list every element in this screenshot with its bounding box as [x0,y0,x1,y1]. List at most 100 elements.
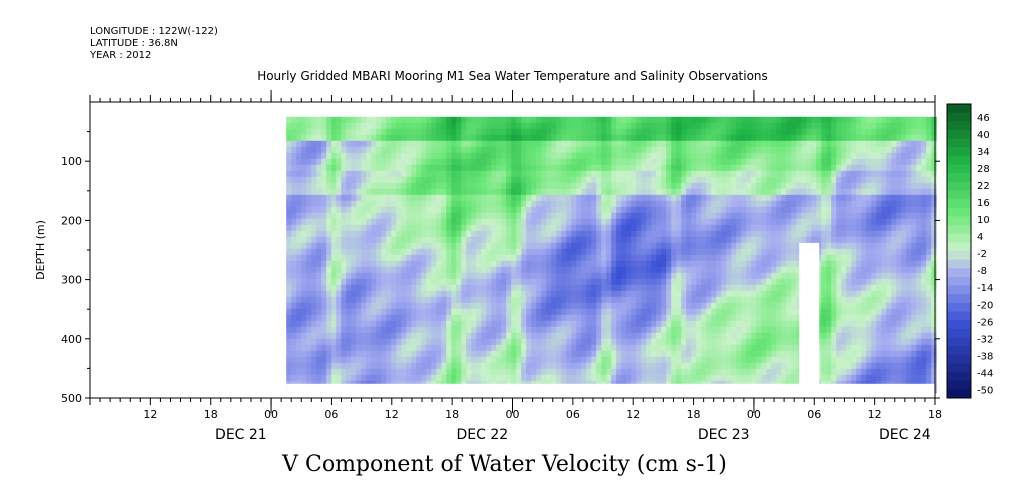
heatmap-cell [336,248,342,256]
heatmap-cell [376,356,382,364]
heatmap-cell [321,224,327,232]
heatmap-cell [531,212,537,220]
heatmap-cell [366,146,372,154]
heatmap-cell [431,374,437,382]
heatmap-cell [531,194,537,202]
heatmap-cell [686,356,692,364]
heatmap-cell [581,188,587,196]
heatmap-cell [331,206,337,214]
heatmap-cell [386,134,392,142]
heatmap-cell [716,212,722,220]
heatmap-cell [526,206,532,214]
heatmap-cell [626,230,632,238]
heatmap-cell [406,302,412,310]
heatmap-cell [326,206,332,214]
heatmap-cell [751,146,757,154]
heatmap-cell [396,116,402,124]
heatmap-cell [596,302,602,310]
heatmap-cell [366,272,372,280]
heatmap-cell [636,242,642,250]
heatmap-cell [296,200,302,208]
heatmap-cell [726,350,732,358]
heatmap-cell [556,146,562,154]
heatmap-cell [821,164,827,172]
heatmap-cell [286,236,292,244]
heatmap-cell [351,248,357,256]
heatmap-cell [611,122,617,130]
heatmap-cell [566,356,572,364]
heatmap-cell [706,128,712,136]
heatmap-cell [326,224,332,232]
heatmap-cell [521,272,527,280]
heatmap-cell [521,116,527,124]
heatmap-cell [566,338,572,346]
heatmap-cell [506,236,512,244]
heatmap-cell [451,248,457,256]
heatmap-cell [701,164,707,172]
heatmap-cell [601,308,607,316]
heatmap-cell [681,290,687,298]
heatmap-cell [491,290,497,298]
heatmap-cell [426,230,432,238]
heatmap-cell [366,362,372,370]
heatmap-cell [581,146,587,154]
heatmap-cell [606,296,612,304]
heatmap-cell [386,164,392,172]
heatmap-cell [421,236,427,244]
heatmap-cell [766,182,772,190]
heatmap-cell [486,314,492,322]
heatmap-cell [381,200,387,208]
heatmap-cell [651,308,657,316]
heatmap-cell [686,272,692,280]
heatmap-cell [786,272,792,280]
heatmap-cell [356,308,362,316]
heatmap-cell [716,218,722,226]
heatmap-cell [616,158,622,166]
heatmap-cell [381,332,387,340]
heatmap-cell [781,338,787,346]
heatmap-cell [631,200,637,208]
heatmap-cell [436,338,442,346]
heatmap-cell [471,362,477,370]
heatmap-cell [466,314,472,322]
heatmap-cell [341,266,347,274]
heatmap-cell [551,170,557,178]
heatmap-cell [756,182,762,190]
heatmap-cell [766,362,772,370]
heatmap-cell [386,344,392,352]
heatmap-cell [441,350,447,358]
heatmap-cell [596,212,602,220]
heatmap-cell [366,374,372,382]
heatmap-cell [821,236,827,244]
heatmap-cell [371,314,377,322]
heatmap-cell [436,290,442,298]
heatmap-cell [386,320,392,328]
heatmap-cell [551,296,557,304]
heatmap-cell [461,188,467,196]
heatmap-cell [426,374,432,382]
heatmap-cell [476,242,482,250]
heatmap-cell [581,128,587,136]
heatmap-cell [326,362,332,370]
heatmap-cell [291,200,297,208]
heatmap-cell [501,368,507,376]
heatmap-cell [501,326,507,334]
heatmap-cell [761,194,767,202]
heatmap-cell [636,212,642,220]
heatmap-cell [796,326,802,334]
heatmap-cell [566,326,572,334]
heatmap-cell [341,302,347,310]
heatmap-cell [581,326,587,334]
heatmap-cell [631,278,637,286]
heatmap-cell [691,164,697,172]
heatmap-cell [516,146,522,154]
heatmap-cell [356,350,362,358]
heatmap-cell [521,236,527,244]
heatmap-cell [361,320,367,328]
heatmap-cell [381,212,387,220]
heatmap-cell [376,284,382,292]
heatmap-cell [791,296,797,304]
heatmap-cell [406,332,412,340]
heatmap-cell [706,176,712,184]
heatmap-cell [541,242,547,250]
